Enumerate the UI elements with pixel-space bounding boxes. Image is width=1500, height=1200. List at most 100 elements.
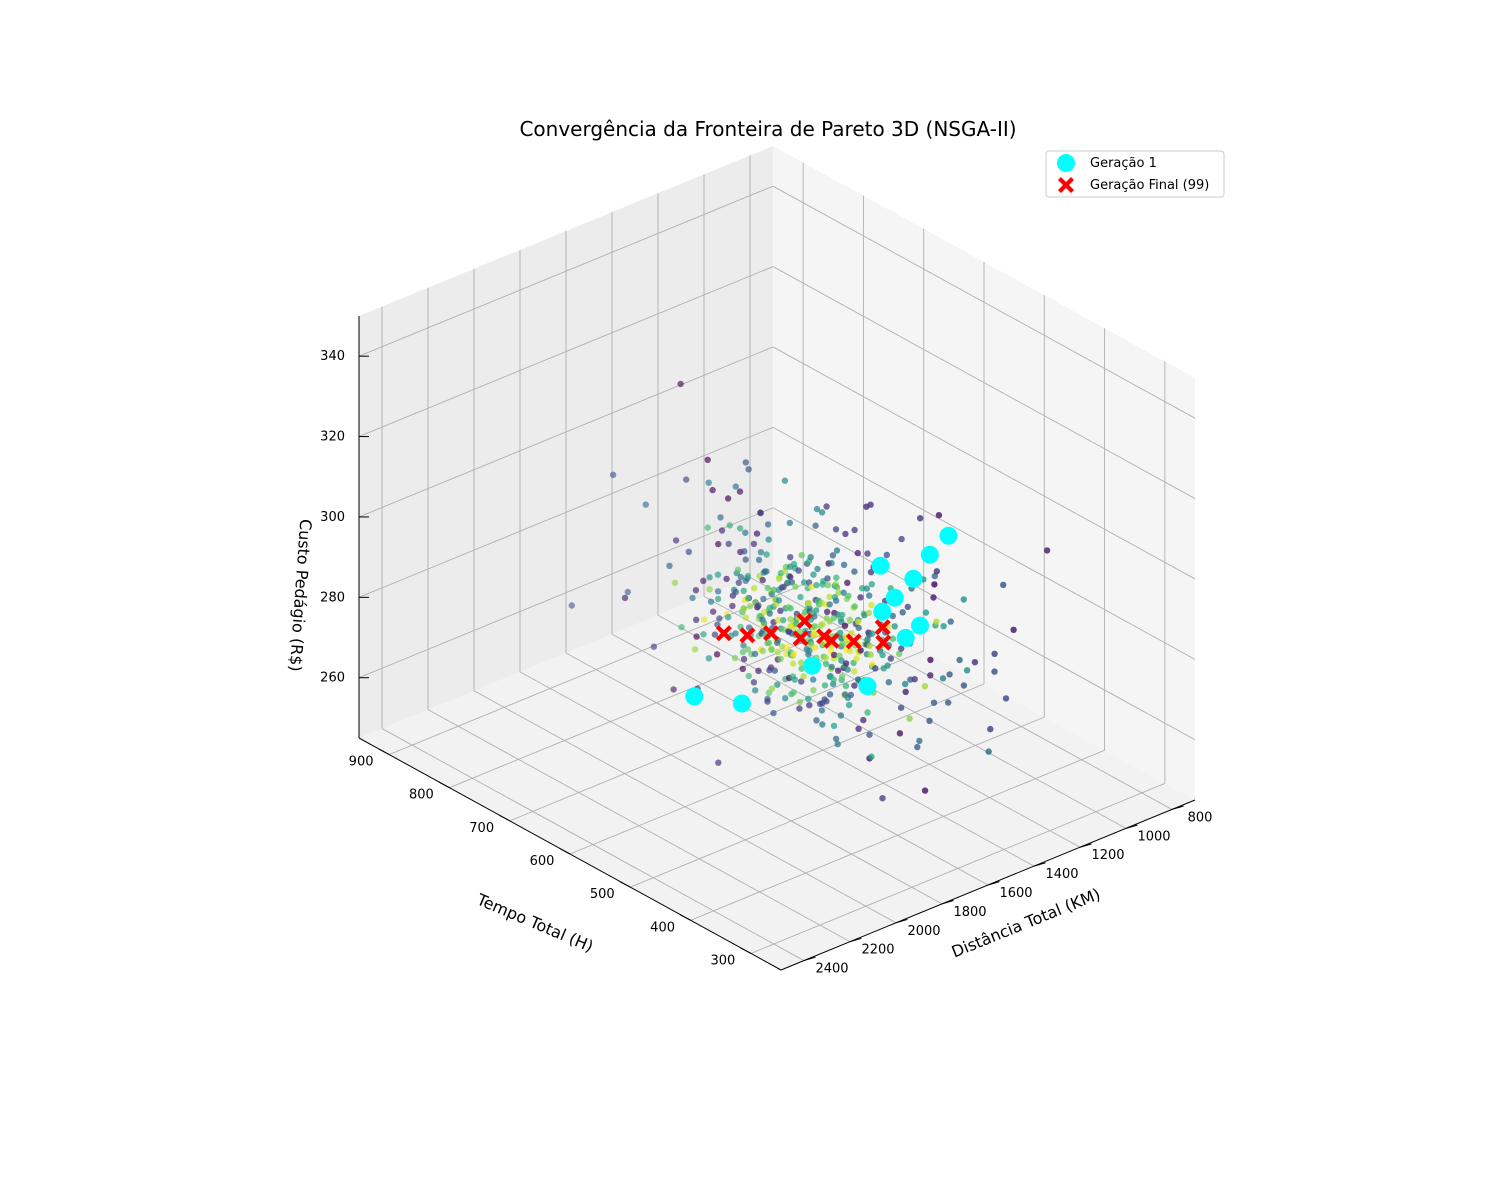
intermediate-generation-point [764, 521, 772, 528]
intermediate-generation-point [839, 611, 846, 619]
intermediate-generation-point [867, 569, 875, 576]
intermediate-generation-point [755, 556, 763, 564]
intermediate-generation-point [795, 567, 802, 574]
intermediate-generation-point [812, 522, 819, 529]
intermediate-generation-point [898, 535, 905, 543]
intermediate-generation-point [896, 730, 904, 737]
x-tick-label: 1400 [1045, 867, 1078, 882]
legend-label-geracao-final: Geração Final (99) [1090, 178, 1209, 193]
intermediate-generation-point [818, 509, 826, 516]
grid-line-z [772, 426, 1196, 660]
intermediate-generation-point [926, 717, 933, 724]
intermediate-generation-point [790, 689, 797, 696]
intermediate-generation-point [833, 574, 840, 581]
intermediate-generation-point [917, 515, 924, 522]
intermediate-generation-point [811, 613, 818, 620]
intermediate-generation-point [991, 668, 998, 675]
x-tick-mark [803, 956, 816, 962]
intermediate-generation-point [842, 660, 850, 667]
intermediate-generation-point [845, 592, 852, 600]
intermediate-generation-point [899, 609, 906, 616]
final-generation-point [874, 619, 891, 636]
x-tick-label: 2000 [907, 924, 940, 939]
intermediate-generation-point [904, 603, 911, 611]
grid-line-z [772, 507, 1196, 741]
intermediate-generation-point [806, 702, 813, 709]
intermediate-generation-point [841, 622, 849, 629]
generation-1-point [858, 677, 877, 696]
intermediate-generation-point [798, 552, 805, 559]
intermediate-generation-point [830, 676, 837, 683]
final-generation-point [823, 632, 840, 649]
intermediate-generation-point [963, 667, 971, 674]
intermediate-generation-point [853, 655, 860, 662]
intermediate-generation-point [830, 651, 838, 659]
intermediate-generation-point [685, 548, 692, 555]
intermediate-generation-point [717, 514, 724, 521]
grid-line-y [690, 749, 1105, 921]
final-generation-point [796, 613, 813, 629]
intermediate-generation-point [914, 743, 921, 751]
intermediate-generation-point [792, 583, 799, 590]
intermediate-generation-point [866, 592, 873, 599]
intermediate-generation-point [609, 471, 617, 478]
intermediate-generation-point [819, 721, 826, 728]
intermediate-generation-point [742, 529, 749, 536]
intermediate-generation-point [624, 588, 631, 596]
intermediate-generation-point [889, 612, 896, 620]
intermediate-generation-point [826, 601, 833, 608]
intermediate-generation-point [922, 609, 930, 616]
intermediate-generation-point [744, 646, 752, 653]
y-tick-mark [438, 781, 450, 789]
intermediate-generation-point [790, 650, 797, 657]
intermediate-generation-point [781, 477, 789, 484]
intermediate-generation-point [714, 595, 722, 603]
intermediate-generation-point [921, 787, 929, 794]
intermediate-generation-point [840, 561, 848, 568]
grid-line-z [358, 346, 774, 518]
intermediate-generation-point [865, 609, 873, 617]
intermediate-generation-point [796, 705, 803, 712]
z-tick-label: 340 [320, 349, 345, 364]
intermediate-generation-point [869, 630, 876, 637]
intermediate-generation-point [745, 466, 752, 473]
intermediate-generation-point [706, 574, 713, 581]
grid-line-z [358, 185, 774, 357]
intermediate-generation-point [691, 646, 699, 653]
intermediate-generation-point [732, 630, 739, 637]
intermediate-generation-point [834, 740, 841, 748]
z-axis-label: Custo Pedágio (R$) [286, 518, 316, 672]
intermediate-generation-point [832, 735, 840, 743]
intermediate-generation-point [991, 650, 998, 657]
x-tick-mark [895, 918, 908, 924]
intermediate-generation-point [885, 679, 892, 686]
intermediate-generation-point [842, 682, 850, 689]
intermediate-generation-point [864, 550, 871, 557]
intermediate-generation-point [801, 579, 808, 586]
intermediate-generation-point [939, 675, 947, 682]
intermediate-generation-point [868, 601, 875, 609]
intermediate-generation-point [813, 717, 820, 724]
y-axis-label: Tempo Total (H) [473, 889, 596, 956]
intermediate-generation-point [821, 682, 829, 689]
y-tick-label: 900 [349, 755, 374, 770]
intermediate-generation-point [789, 660, 797, 667]
intermediate-generation-point [757, 509, 764, 517]
intermediate-generation-point [826, 691, 834, 698]
intermediate-generation-point [851, 668, 858, 675]
intermediate-generation-point [715, 540, 722, 548]
intermediate-generation-point [947, 618, 954, 625]
intermediate-generation-point [771, 667, 778, 674]
intermediate-generation-point [813, 607, 820, 614]
intermediate-generation-point [931, 581, 938, 588]
intermediate-generation-point [568, 602, 575, 609]
intermediate-generation-point [798, 659, 805, 666]
final-generation-point [845, 633, 862, 650]
intermediate-generation-point [810, 687, 817, 694]
intermediate-generation-point [734, 566, 742, 573]
intermediate-generation-point [705, 479, 712, 486]
intermediate-generation-point [774, 681, 781, 688]
intermediate-generation-point [796, 698, 804, 706]
x-tick-mark [1079, 843, 1092, 848]
